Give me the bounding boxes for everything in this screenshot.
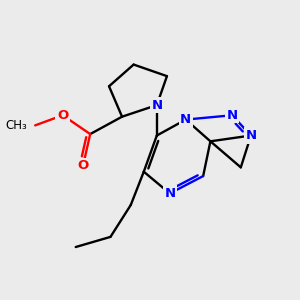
Text: N: N [226, 109, 238, 122]
Text: N: N [245, 129, 256, 142]
Text: N: N [164, 187, 175, 200]
Text: N: N [180, 113, 191, 126]
Text: O: O [57, 109, 68, 122]
Text: O: O [77, 159, 88, 172]
Text: N: N [151, 99, 162, 112]
Text: CH₃: CH₃ [5, 119, 27, 132]
